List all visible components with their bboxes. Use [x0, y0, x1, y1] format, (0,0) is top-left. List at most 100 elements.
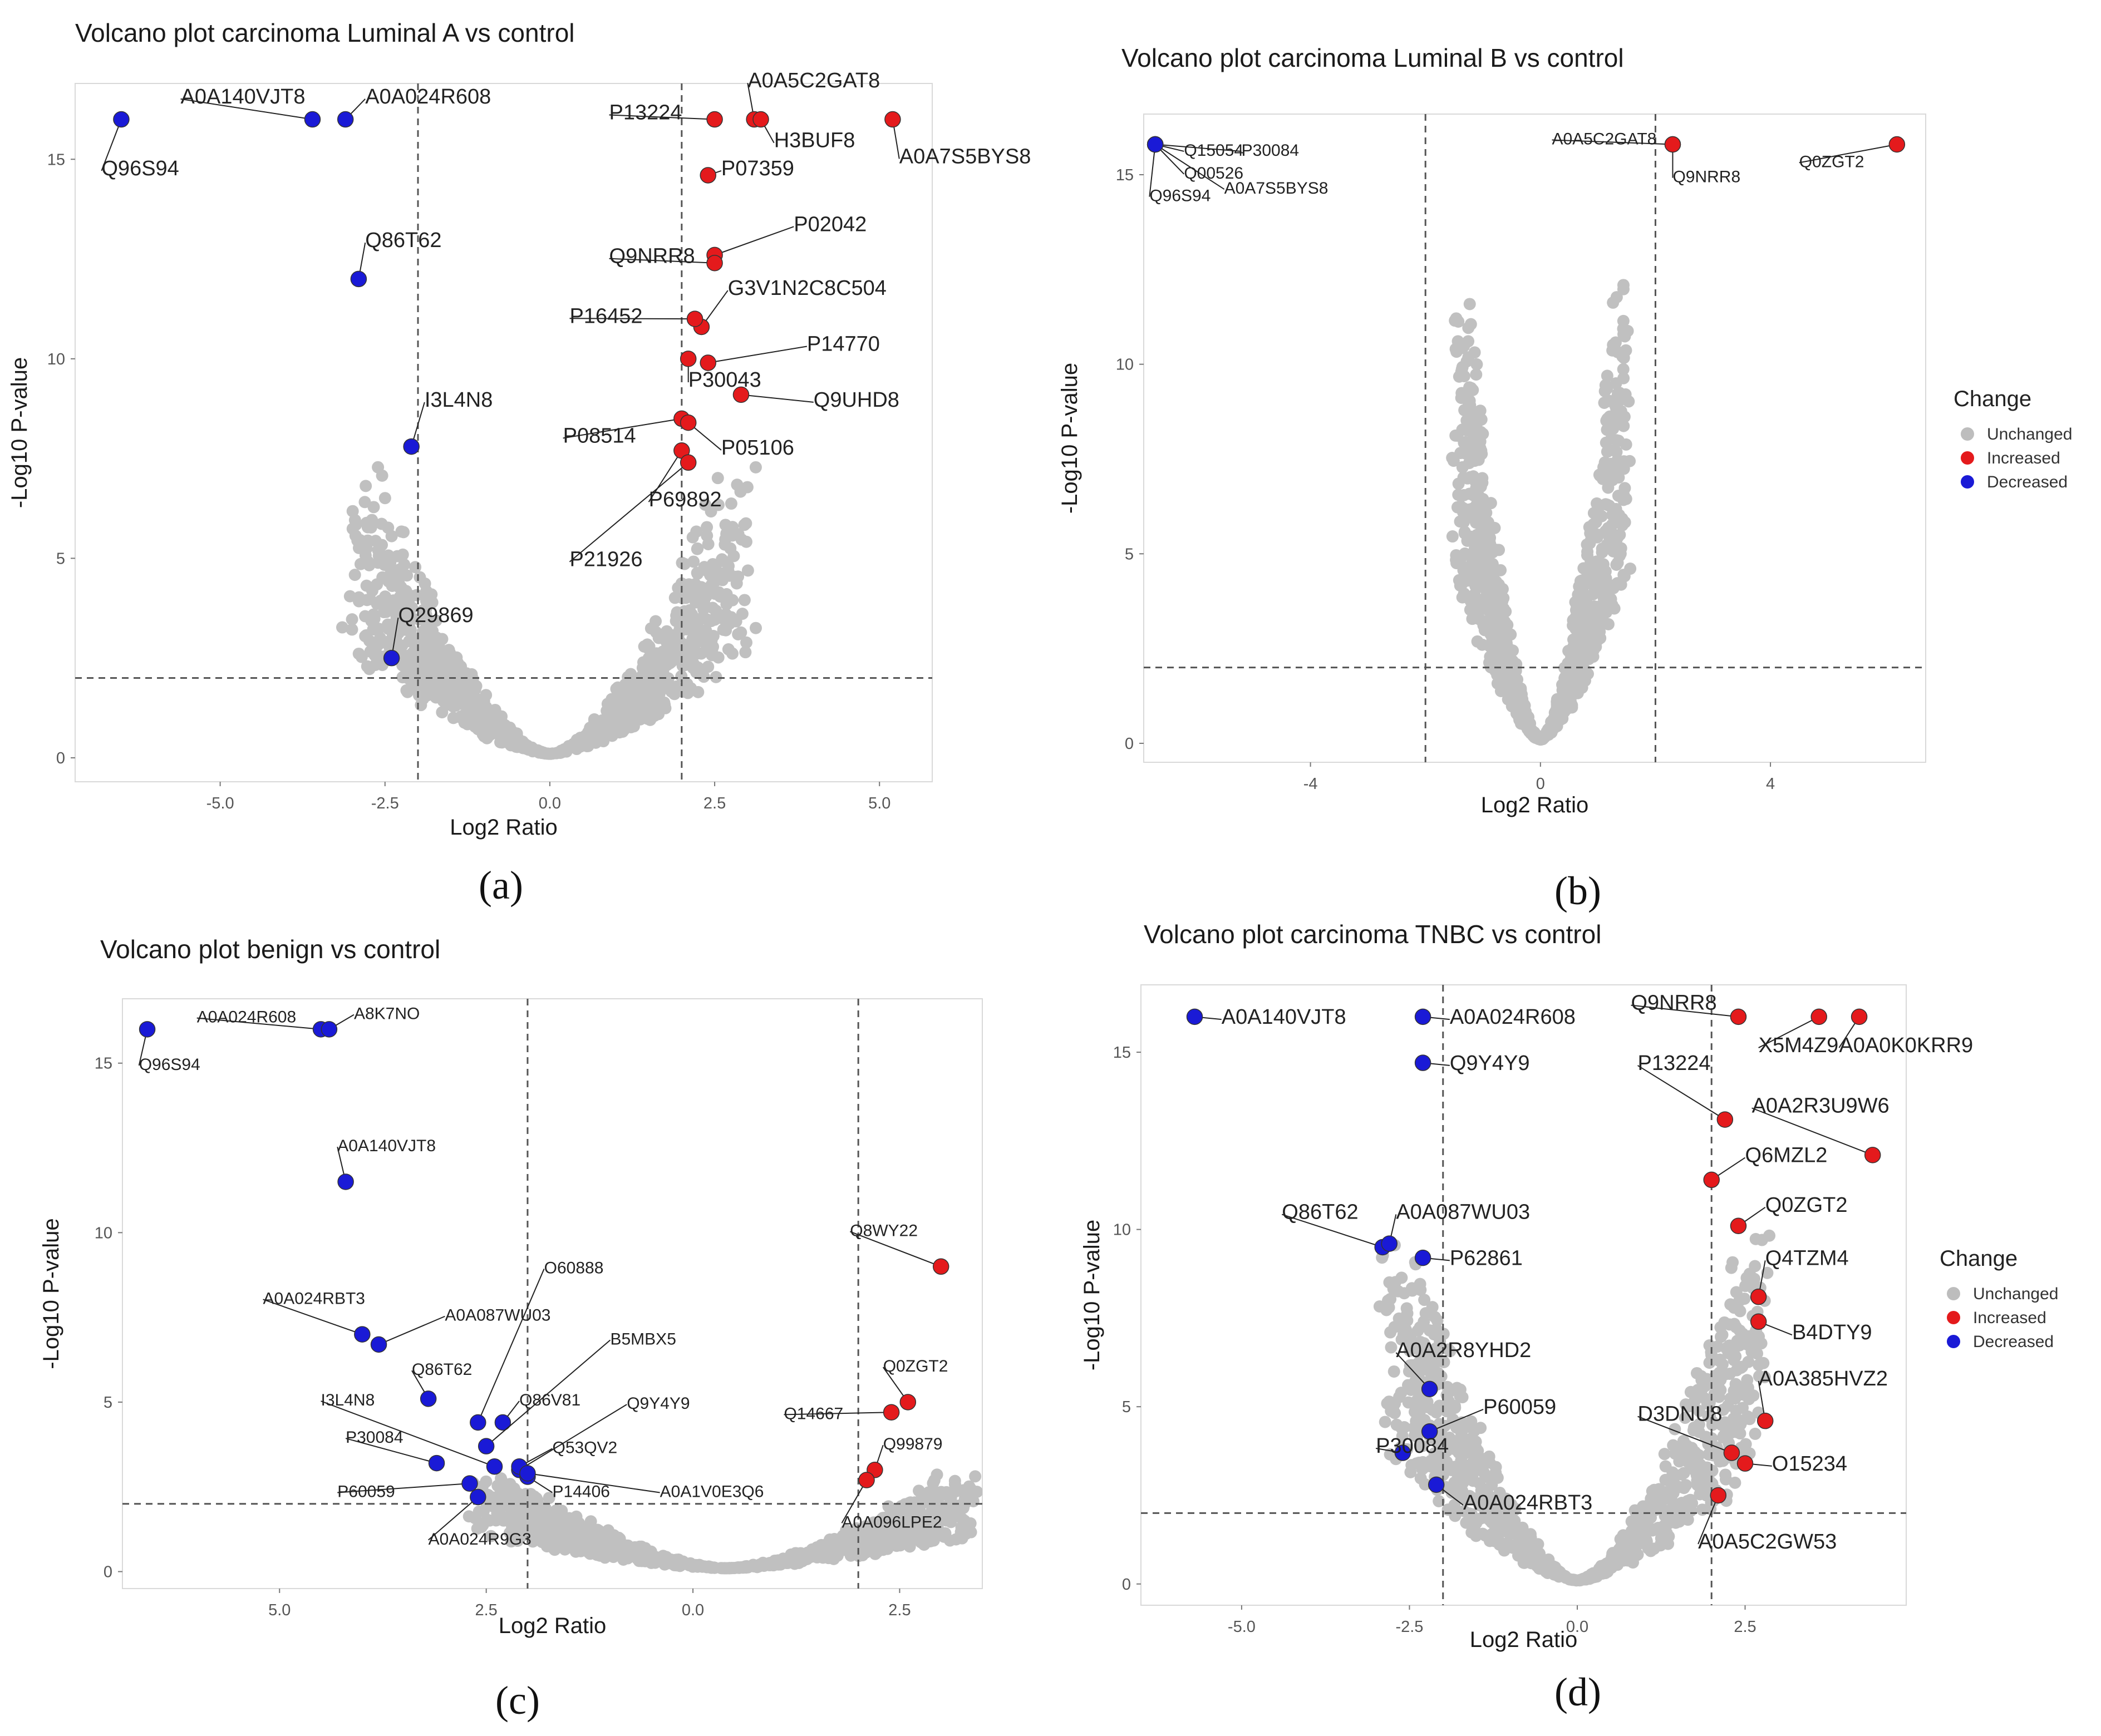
unchanged-point	[739, 646, 752, 659]
unchanged-point	[609, 723, 622, 736]
unchanged-point	[528, 1524, 541, 1537]
unchanged-point	[751, 1561, 764, 1574]
unchanged-point	[915, 1517, 928, 1530]
unchanged-point	[749, 622, 762, 634]
unchanged-point	[1600, 395, 1613, 408]
unchanged-point	[732, 528, 745, 541]
unchanged-point	[1466, 571, 1479, 584]
unchanged-point	[719, 538, 731, 551]
decreased-point	[1394, 1444, 1411, 1461]
unchanged-point	[1617, 322, 1630, 335]
unchanged-point	[690, 525, 703, 538]
unchanged-point	[1641, 1538, 1654, 1551]
unchanged-point	[515, 1528, 528, 1541]
unchanged-point	[653, 702, 666, 714]
y-axis-title: -Log10 P-value	[39, 1218, 63, 1369]
volcano-panel-b: Volcano plot carcinoma Luminal B vs cont…	[1057, 43, 1926, 913]
unchanged-point	[1473, 1463, 1486, 1476]
decreased-point	[354, 1326, 371, 1343]
unchanged-point	[461, 689, 474, 702]
unchanged-point	[615, 688, 628, 701]
increased-point	[1851, 1008, 1868, 1025]
unchanged-point	[1452, 489, 1465, 501]
unchanged-point	[1613, 550, 1626, 563]
unchanged-point	[1468, 443, 1480, 456]
unchanged-point	[644, 682, 657, 695]
unchanged-point	[890, 1521, 903, 1533]
unchanged-point	[931, 1468, 943, 1481]
unchanged-point	[736, 608, 749, 620]
decreased-point	[350, 270, 367, 288]
point-label: Q9UHD8	[814, 388, 899, 412]
panel-letter: (d)	[1554, 1670, 1601, 1714]
point-label: P13224	[609, 101, 682, 125]
unchanged-point	[1438, 1355, 1450, 1368]
label-leader-line	[1758, 1016, 1819, 1048]
y-tick-label: 10	[1113, 1221, 1131, 1239]
unchanged-point	[585, 1545, 598, 1558]
label-leader-line	[1751, 1107, 1873, 1156]
unchanged-point	[686, 608, 698, 621]
point-label: P30043	[688, 368, 761, 392]
unchanged-point	[1473, 527, 1486, 540]
unchanged-point	[563, 1526, 575, 1539]
unchanged-point	[435, 652, 448, 664]
unchanged-point	[1646, 1485, 1659, 1497]
unchanged-point	[1655, 1537, 1667, 1550]
unchanged-point	[1718, 1316, 1731, 1329]
unchanged-point	[1405, 1382, 1418, 1394]
point-label: P60059	[1483, 1395, 1556, 1419]
unchanged-point	[442, 660, 455, 673]
unchanged-point	[352, 541, 365, 554]
increased-point	[1730, 1008, 1747, 1025]
unchanged-point	[677, 639, 690, 652]
unchanged-point	[705, 505, 717, 518]
point-label: D3DNU8	[1638, 1403, 1723, 1426]
increased-point	[1730, 1217, 1747, 1235]
unchanged-point	[1611, 346, 1624, 358]
unchanged-point	[701, 529, 714, 542]
unchanged-point	[1482, 536, 1494, 549]
decreased-point	[1428, 1476, 1445, 1493]
unchanged-point	[862, 1534, 875, 1547]
unchanged-point	[405, 660, 417, 673]
unchanged-point	[1435, 1370, 1448, 1383]
unchanged-point	[352, 595, 365, 608]
point-label: A0A087WU03	[1396, 1201, 1530, 1224]
unchanged-point	[1613, 387, 1626, 400]
unchanged-point	[346, 613, 358, 626]
point-label: A0A024R608	[365, 85, 491, 108]
unchanged-point	[697, 670, 710, 683]
unchanged-point	[720, 598, 733, 611]
point-label: Q86V81	[519, 1391, 580, 1409]
unchanged-point	[1501, 640, 1514, 653]
point-label: A0A7S5BYS8	[1224, 179, 1328, 198]
label-leader-line	[345, 1438, 437, 1464]
unchanged-point	[721, 528, 734, 541]
unchanged-point	[676, 659, 689, 672]
point-label: A0A024R608	[197, 1008, 296, 1027]
unchanged-point	[343, 590, 356, 603]
unchanged-point	[480, 732, 493, 744]
unchanged-point	[1416, 1439, 1429, 1452]
point-label: A0A024RBT3	[1463, 1491, 1592, 1515]
legend-label: Decreased	[1973, 1333, 2054, 1351]
unchanged-point	[1414, 1321, 1426, 1334]
unchanged-point	[1720, 1417, 1733, 1430]
point-label: Q4TZM4	[1765, 1246, 1849, 1270]
unchanged-point	[372, 549, 385, 562]
unchanged-point	[1658, 1448, 1671, 1461]
unchanged-point	[363, 559, 376, 571]
decreased-point	[494, 1414, 511, 1431]
unchanged-point	[1599, 498, 1612, 511]
unchanged-point	[642, 642, 655, 655]
unchanged-point	[1716, 1358, 1729, 1371]
unchanged-point	[1730, 1286, 1743, 1299]
unchanged-point	[766, 1557, 779, 1570]
unchanged-point	[1734, 1427, 1746, 1440]
unchanged-point	[731, 479, 744, 491]
unchanged-point	[799, 1550, 811, 1563]
unchanged-point	[1421, 1395, 1434, 1408]
y-tick-label: 5	[1122, 1398, 1131, 1416]
increased-point	[1750, 1288, 1767, 1305]
